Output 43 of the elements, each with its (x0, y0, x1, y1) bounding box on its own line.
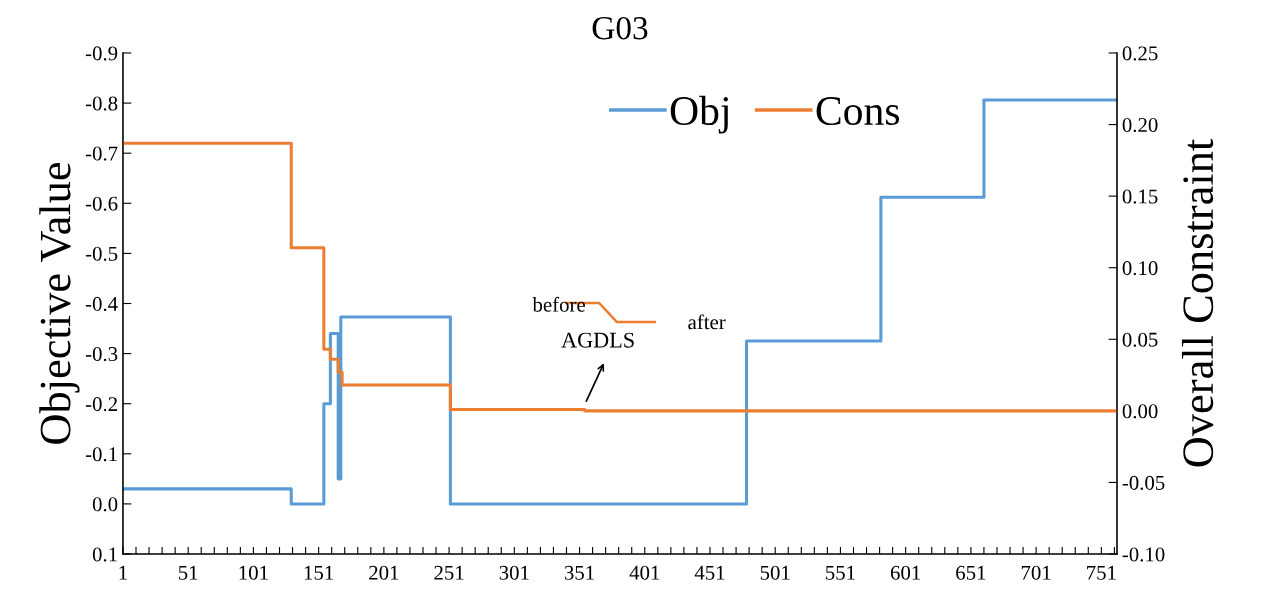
x-tick-label: 251 (434, 565, 464, 580)
x-tick-label: 701 (1021, 565, 1051, 580)
x-tick-label: 551 (826, 565, 855, 580)
chart-title: G03 (592, 16, 648, 40)
y2-tick-label: 0.15 (1122, 189, 1158, 204)
y2-tick-label: 0.10 (1122, 261, 1158, 276)
y-tick-label: -0.3 (85, 346, 118, 362)
legend-label: Obj (670, 95, 728, 134)
annotation: AGDLS (561, 332, 634, 348)
y-tick-label: 0.0 (92, 497, 118, 512)
y2-tick-label: 0.25 (1122, 46, 1158, 61)
x-tick-label: 651 (956, 565, 986, 580)
x-tick-label: 201 (369, 565, 399, 580)
y-tick-label: -0.6 (85, 196, 118, 211)
x-tick-label: 151 (304, 565, 334, 580)
x-tick-label: 451 (694, 565, 725, 580)
y-tick-label: -0.2 (85, 397, 117, 412)
y-tick-label: -0.9 (85, 46, 118, 61)
x-tick-label: 601 (890, 565, 921, 580)
x-tick-label: 51 (178, 565, 198, 580)
y2-tick-label: -0.05 (1122, 475, 1165, 490)
x-tick-label: 1 (119, 565, 127, 580)
x-tick-label: 401 (629, 565, 660, 580)
x-tick-label: 301 (499, 565, 529, 580)
y2-tick-label: 0.20 (1122, 117, 1158, 133)
y-tick-label: -0.8 (85, 96, 118, 111)
y-tick-label: -0.1 (85, 447, 117, 462)
y-tick-label: -0.5 (85, 246, 118, 261)
annotation: before (532, 296, 585, 312)
y-tick-label: -0.4 (85, 296, 118, 312)
y2-tick-label: 0.05 (1122, 332, 1158, 347)
y2-tick-label: -0.10 (1122, 547, 1165, 562)
y2-tick-label: 0.00 (1122, 404, 1158, 419)
x-tick-label: 101 (239, 565, 268, 580)
y-tick-label: 0.1 (92, 547, 117, 562)
x-tick-label: 501 (760, 565, 790, 580)
y2-axis-title: Overall Constraint (1181, 138, 1214, 467)
annotation: after (688, 314, 726, 330)
x-tick-label: 351 (564, 565, 594, 580)
y-axis-title: Objective Value (39, 162, 80, 444)
y-tick-label: -0.7 (85, 146, 118, 161)
legend-label: Cons (816, 97, 900, 126)
x-tick-label: 751 (1087, 565, 1116, 580)
